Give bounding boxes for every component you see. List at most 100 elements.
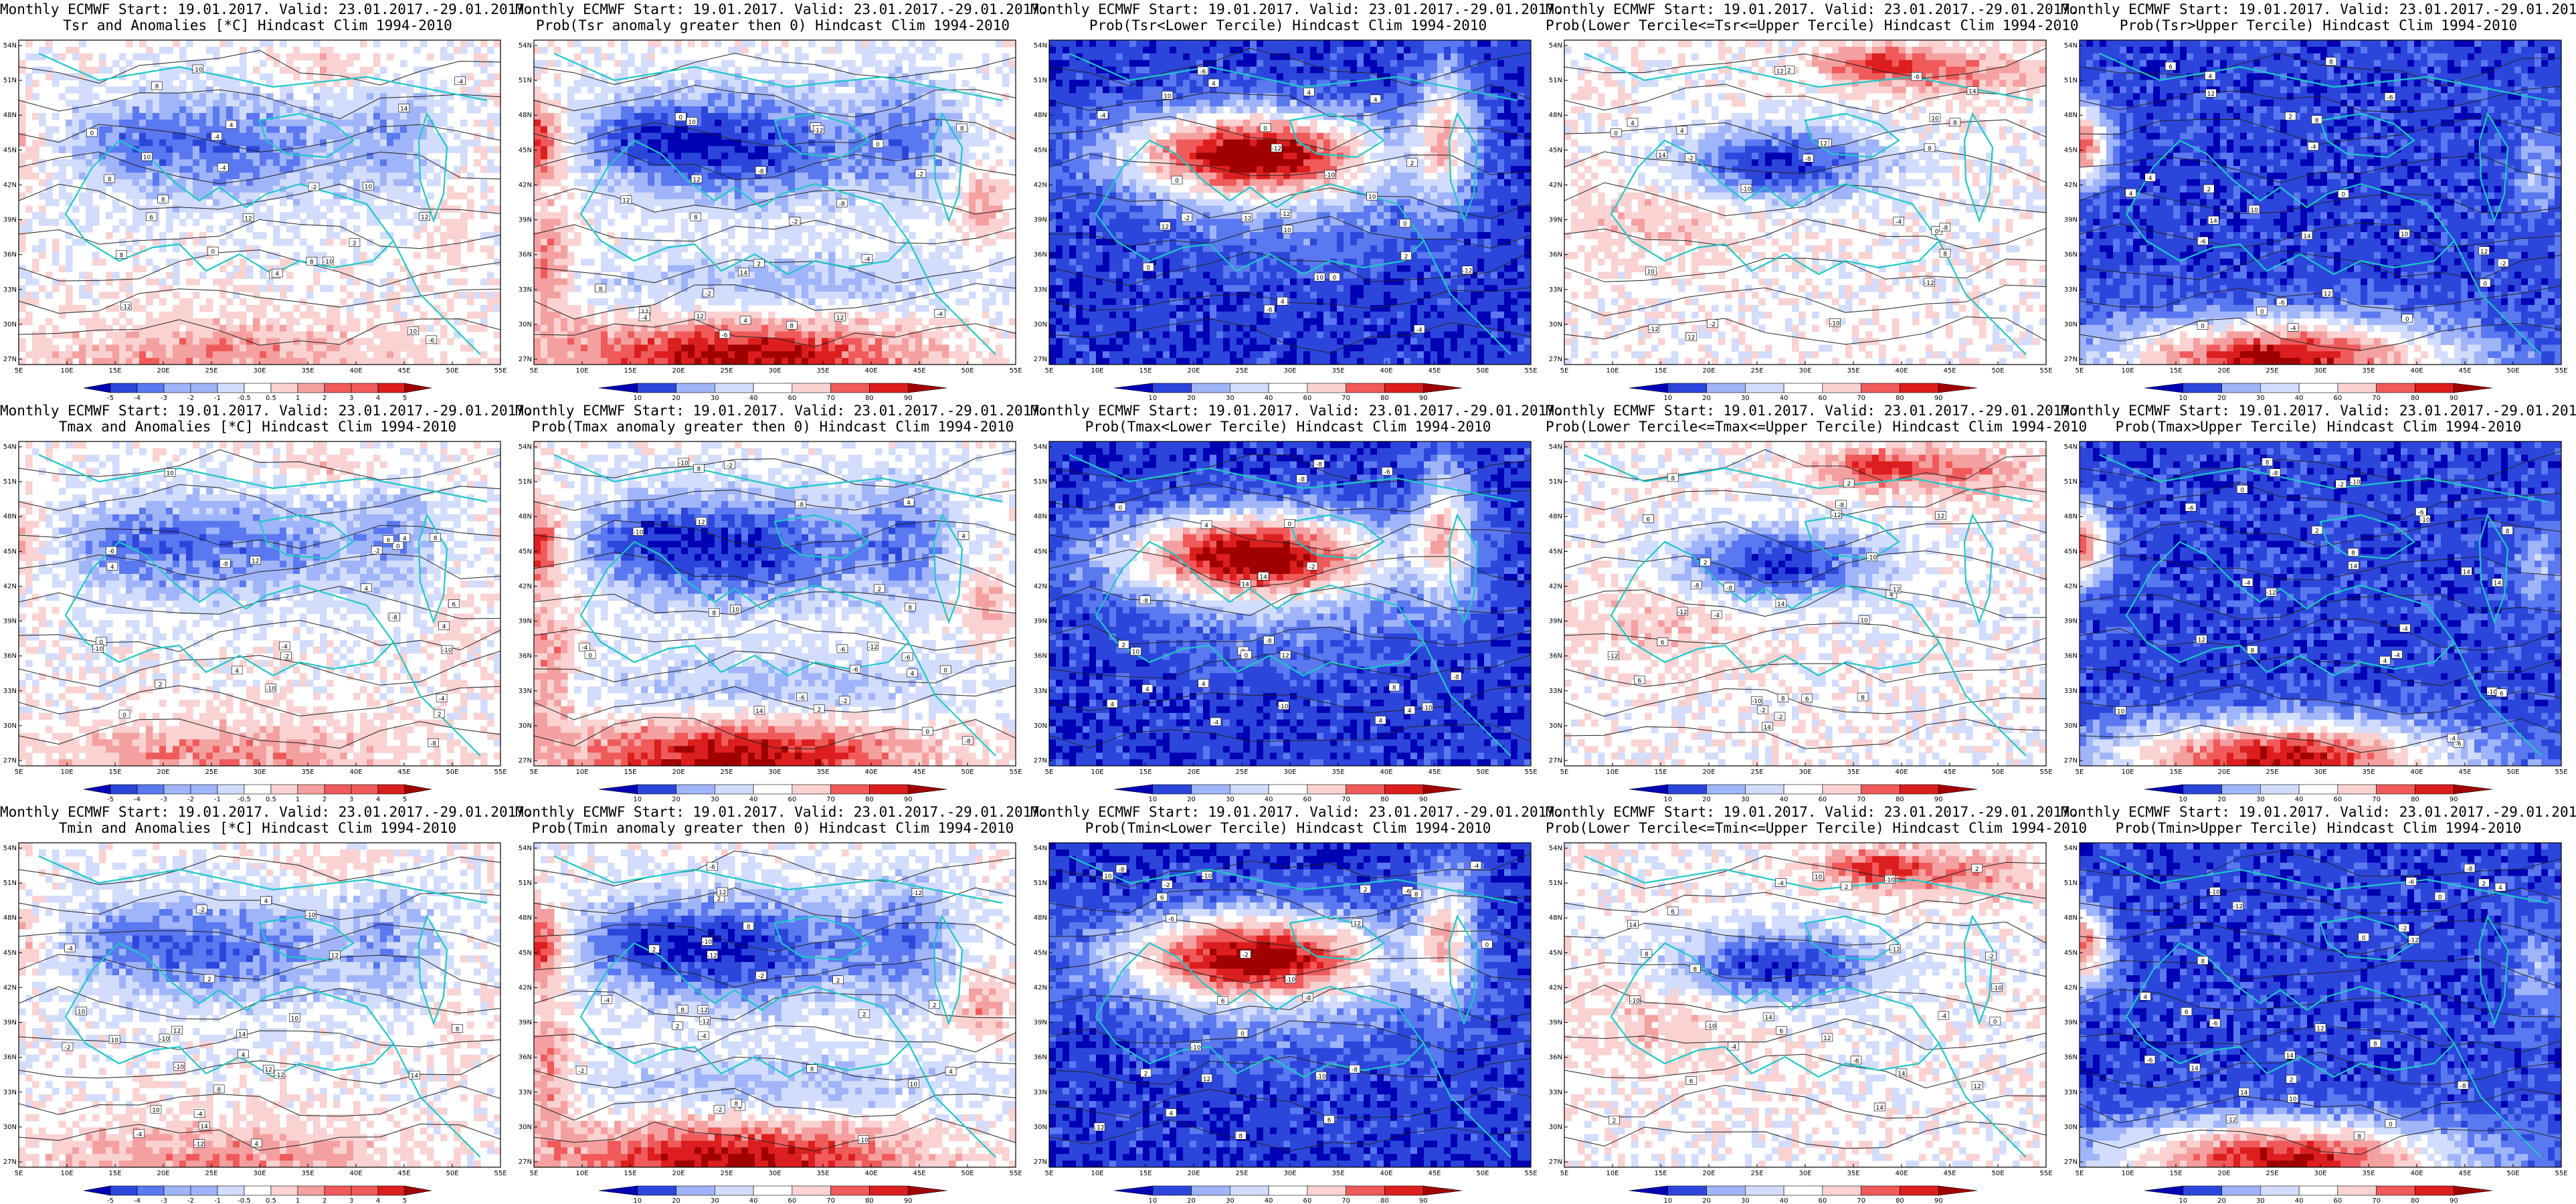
- contour-label: 0: [2338, 189, 2349, 199]
- colorbar-swatch: [2144, 784, 2184, 795]
- coastline: [2125, 139, 2456, 276]
- contour-label: 12: [695, 517, 707, 526]
- lon-tick-label: 45E: [2458, 769, 2471, 776]
- lon-tick-label: 30E: [1799, 1170, 1811, 1177]
- lon-tick-label: 30E: [768, 367, 781, 375]
- contour-label: 14: [1966, 86, 1979, 96]
- lat-tick-label: 54N: [519, 845, 532, 852]
- contour-label: -12: [1890, 944, 1902, 953]
- lat-tick-label: 27N: [519, 1159, 532, 1166]
- isoline: [19, 89, 500, 120]
- lon-tick-label: 25E: [1750, 769, 1763, 776]
- colorbar-tick-label: -4: [134, 796, 141, 803]
- lat-tick-label: 45N: [1549, 949, 1562, 957]
- contour-label: 2: [672, 1021, 683, 1031]
- contour-label: 14: [236, 1029, 248, 1039]
- svg-text:-4: -4: [457, 79, 463, 86]
- colorbar-tick-label: 4: [376, 395, 380, 402]
- lat-tick-label: 48N: [519, 513, 532, 520]
- colorbar-swatch: [715, 784, 754, 795]
- colorbar-tick-label: 40: [1265, 1197, 1273, 1204]
- colorbar-tick-label: 70: [826, 395, 835, 402]
- lat-tick-label: 45N: [519, 949, 532, 957]
- contour-label: 6: [146, 212, 157, 221]
- lat-tick-label: 27N: [1549, 757, 1562, 765]
- lon-tick-label: 40E: [1380, 769, 1392, 776]
- contour-label: 10: [164, 468, 176, 477]
- lat-tick-label: 36N: [519, 252, 532, 259]
- colorbar-swatch: [1629, 784, 1669, 795]
- lat-tick-label: 33N: [2064, 1089, 2078, 1096]
- contour-label: -6: [2276, 298, 2288, 307]
- colorbar-swatch: [1346, 1185, 1385, 1196]
- colorbar-tick-label: 90: [2450, 395, 2458, 402]
- colorbar-swatch: [1706, 1185, 1746, 1196]
- colorbar-swatch: [1900, 784, 1939, 795]
- colorbar-tick-label: 2: [323, 796, 327, 803]
- lon-tick-label: 35E: [816, 1170, 829, 1177]
- isoline: [19, 923, 500, 949]
- contour-label: -2: [62, 1042, 74, 1051]
- lon-tick-label: 55E: [2555, 1170, 2567, 1177]
- lat-tick-label: 27N: [519, 356, 532, 363]
- contour-label: -12: [1890, 585, 1902, 593]
- isoline: [1049, 454, 1531, 484]
- lat-tick-label: 39N: [1549, 618, 1562, 625]
- panel-title-line1: Monthly ECMWF Start: 19.01.2017. Valid: …: [1030, 403, 1564, 419]
- contour-label: 10: [76, 1007, 87, 1016]
- contour-label: -4: [1728, 1041, 1740, 1051]
- colorbar-swatch: [1422, 1185, 1463, 1196]
- contour-label: -4: [1470, 861, 1482, 870]
- contour-label: 14: [1656, 150, 1668, 159]
- lon-tick-label: 45E: [397, 769, 410, 776]
- lon-tick-label: 30E: [1283, 769, 1296, 776]
- coastline: [1423, 641, 1511, 757]
- lat-tick-label: 27N: [519, 757, 532, 765]
- coastline: [1610, 942, 1940, 1078]
- contour-label: -6: [426, 335, 438, 344]
- contour-label: -2: [1181, 213, 1193, 222]
- contour-label: 4: [2125, 188, 2136, 197]
- contour-label: 10: [2248, 205, 2260, 214]
- colorbar-swatch: [2183, 1185, 2222, 1196]
- lat-tick-label: 39N: [2064, 217, 2078, 224]
- contour-label: 10: [1313, 272, 1325, 282]
- colorbar-swatch: [1422, 784, 1463, 795]
- isoline: [1049, 889, 1531, 920]
- lon-tick-label: 30E: [2314, 367, 2326, 375]
- coastline: [2319, 514, 2415, 560]
- colorbar-tick-label: 90: [1934, 395, 1943, 402]
- lat-tick-label: 42N: [1034, 583, 1047, 590]
- isoline: [534, 990, 1016, 1021]
- colorbar-swatch: [1230, 383, 1269, 393]
- contour-label: 6: [1667, 906, 1679, 916]
- contour-label: 2: [2478, 878, 2490, 888]
- contour-label: -12: [1924, 278, 1935, 287]
- colorbar-swatch: [163, 784, 191, 795]
- contour-label: -8: [1139, 595, 1151, 605]
- colorbar-swatch: [1152, 383, 1192, 393]
- colorbar-tick-label: 20: [672, 1197, 680, 1204]
- lat-tick-label: 54N: [1034, 42, 1047, 49]
- lon-tick-label: 10E: [1606, 769, 1619, 776]
- contour-label: 14: [737, 268, 749, 277]
- lat-tick-label: 45N: [1549, 146, 1562, 154]
- lon-tick-label: 20E: [1187, 769, 1200, 776]
- contour-label: -4: [1210, 717, 1222, 726]
- colorbar-swatch: [1384, 383, 1424, 393]
- lat-tick-label: 45N: [1034, 949, 1047, 957]
- colorbar-swatch: [1346, 784, 1385, 795]
- coastline: [1069, 52, 1518, 102]
- contour-label: 2: [1406, 158, 1418, 167]
- lon-tick-label: 20E: [2217, 1170, 2230, 1177]
- isoline: [1564, 182, 2046, 217]
- lat-tick-label: 30N: [1034, 321, 1047, 328]
- colorbar-swatch: [598, 383, 638, 393]
- colorbar-tick-label: 60: [2334, 796, 2342, 803]
- colorbar-swatch: [753, 1185, 793, 1196]
- colorbar-swatch: [1307, 1185, 1346, 1196]
- panel-title-line1: Monthly ECMWF Start: 19.01.2017. Valid: …: [2061, 1, 2576, 17]
- contour-label: -12: [707, 950, 719, 959]
- colorbar-swatch: [1346, 383, 1385, 393]
- contour-label: 0: [1329, 272, 1340, 282]
